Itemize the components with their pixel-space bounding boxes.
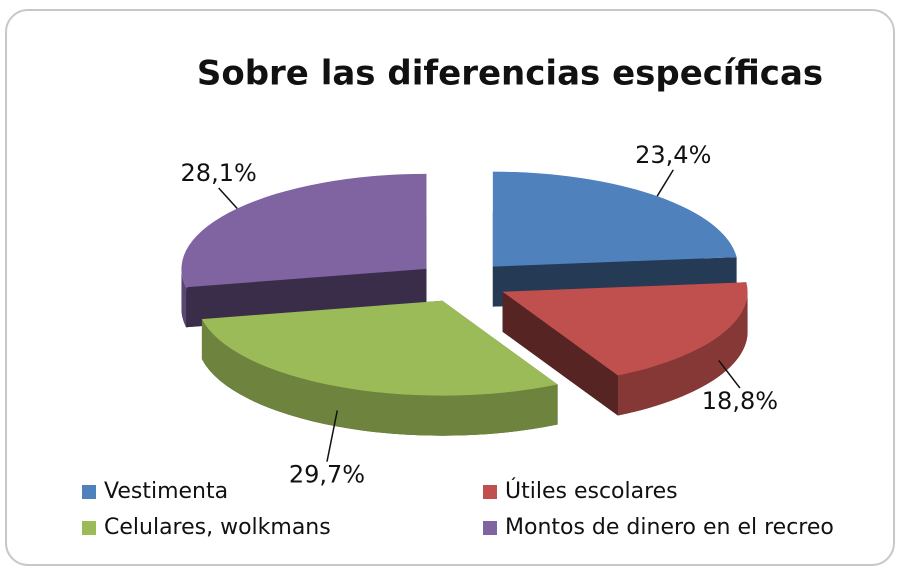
data-label: 29,7% [289, 461, 365, 489]
leader-line [218, 187, 238, 210]
legend-swatch [483, 485, 497, 499]
slice [492, 171, 737, 267]
leader-line [656, 169, 674, 197]
legend-label: Útiles escolares [505, 478, 678, 504]
chart-frame [5, 9, 895, 566]
data-label: 28,1% [181, 159, 257, 187]
leader-line [326, 410, 339, 462]
leader-line [718, 360, 741, 389]
legend-label: Celulares, wolkmans [104, 515, 331, 540]
slice [201, 300, 558, 396]
slice-wall [181, 268, 187, 328]
data-label: 18,8% [702, 387, 778, 415]
legend-label: Vestimenta [104, 479, 228, 504]
slice [502, 282, 748, 376]
slice-wall [201, 319, 558, 436]
legend-label: Montos de dinero en el recreo [505, 515, 834, 540]
slice-wall [617, 291, 748, 416]
legend-swatch [82, 485, 96, 499]
slice [181, 173, 427, 288]
legend-swatch [483, 521, 497, 535]
data-label: 23,4% [635, 141, 711, 169]
slice-side [502, 291, 618, 416]
chart-title: Sobre las diferencias específicas [197, 54, 823, 94]
legend-swatch [82, 521, 96, 535]
